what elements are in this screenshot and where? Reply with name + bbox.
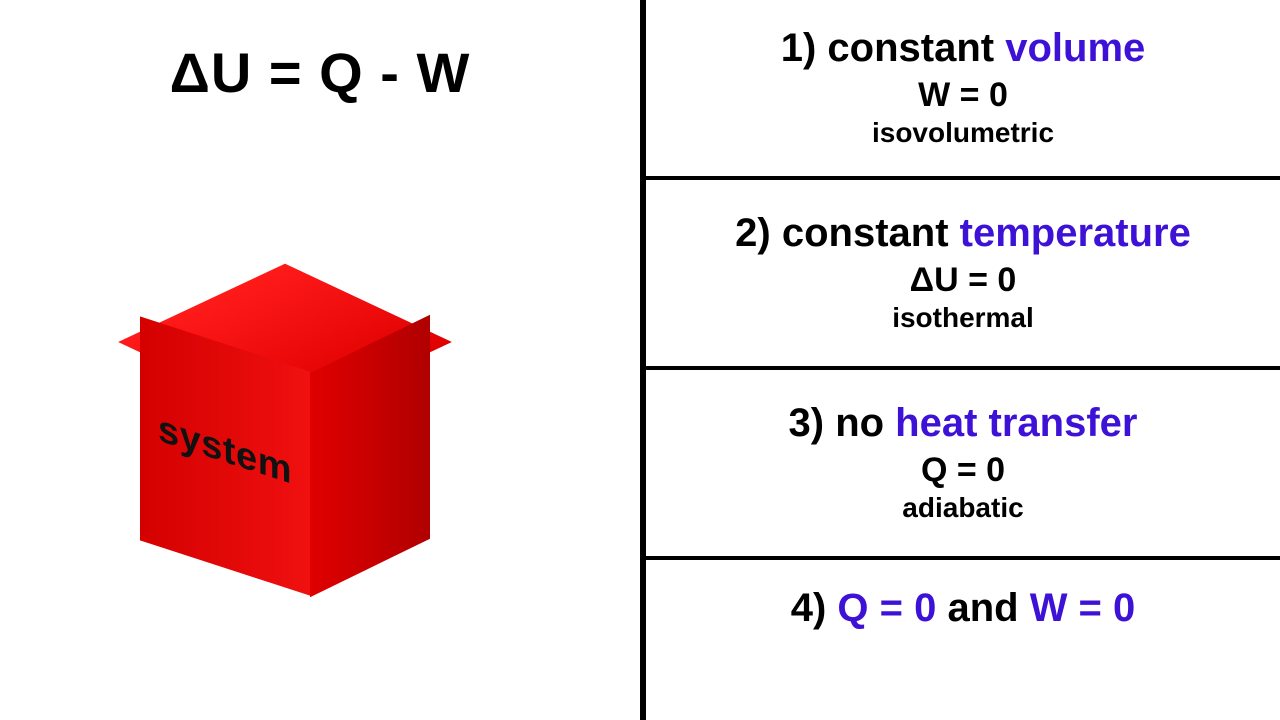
left-panel: ΔU = Q - W system [0, 0, 640, 720]
row-text-pre: constant [782, 211, 960, 255]
row-equation: ΔU = 0 [910, 261, 1017, 300]
row-process-name: isothermal [892, 302, 1034, 334]
row-number: 4) [791, 586, 838, 630]
row-process-name: isovolumetric [872, 117, 1054, 149]
row-highlight: volume [1005, 26, 1145, 70]
row-isovolumetric: 1) constant volume W = 0 isovolumetric [646, 0, 1280, 180]
row-isolated: 4) Q = 0 and W = 0 [646, 560, 1280, 720]
row-equation: Q = 0 [921, 451, 1005, 490]
row-process-name: adiabatic [902, 492, 1023, 524]
row-title: 3) no heat transfer [789, 401, 1138, 445]
row-text-pre: constant [827, 26, 1005, 70]
row-title: 4) Q = 0 and W = 0 [791, 586, 1136, 630]
row-highlight: heat transfer [895, 401, 1137, 445]
row-equation: W = 0 [918, 76, 1008, 115]
first-law-formula: ΔU = Q - W [0, 40, 640, 105]
row-highlight: temperature [960, 211, 1191, 255]
row-isothermal: 2) constant temperature ΔU = 0 isotherma… [646, 180, 1280, 370]
row-text-pre: no [835, 401, 895, 445]
row-number: 3) [789, 401, 836, 445]
process-list: 1) constant volume W = 0 isovolumetric 2… [640, 0, 1280, 720]
row-title: 1) constant volume [781, 26, 1146, 70]
system-cube: system [145, 285, 425, 595]
cube-label: system [158, 407, 292, 494]
row-adiabatic: 3) no heat transfer Q = 0 adiabatic [646, 370, 1280, 560]
row-number: 2) [735, 211, 782, 255]
row-title: 2) constant temperature [735, 211, 1191, 255]
row-number: 1) [781, 26, 828, 70]
row-text-mid: and [936, 586, 1029, 630]
row-highlight-q: Q = 0 [837, 586, 936, 630]
row-highlight-w: W = 0 [1030, 586, 1136, 630]
